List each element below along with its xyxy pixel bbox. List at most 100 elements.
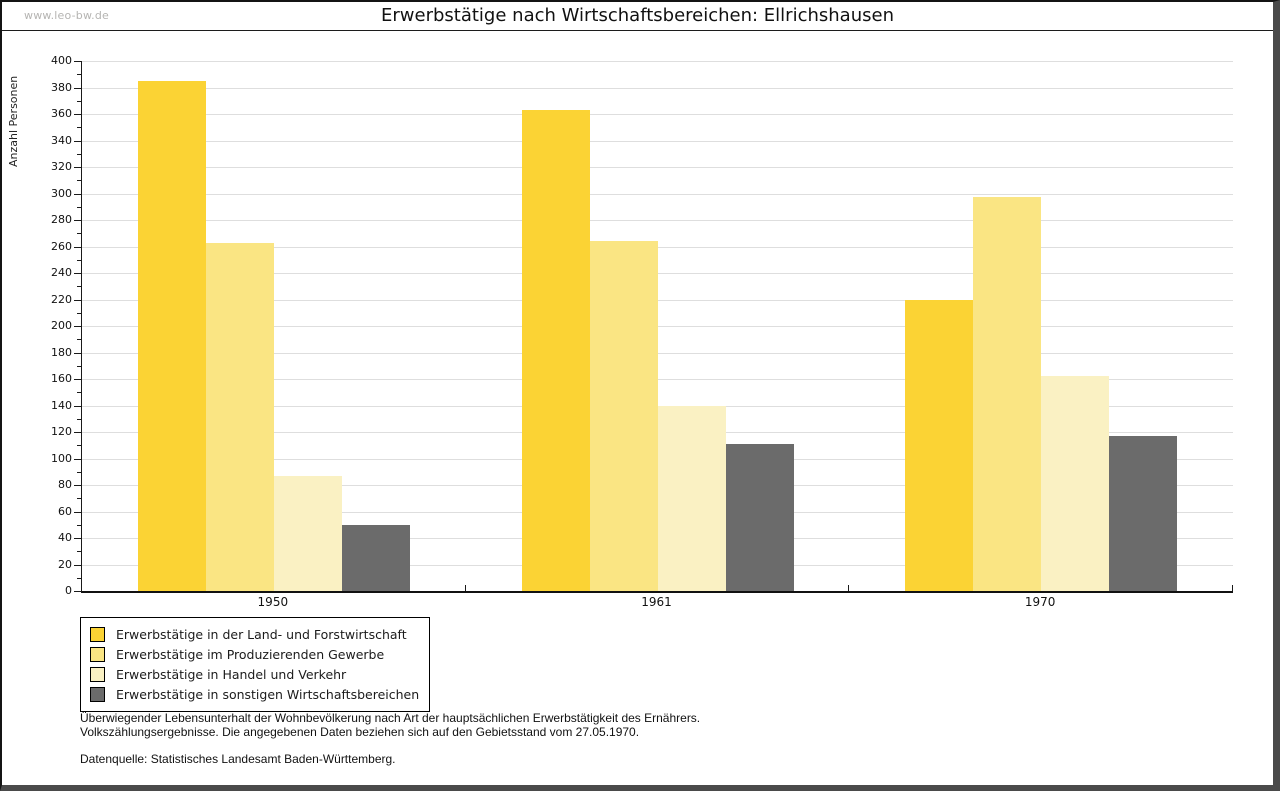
y-minor-tick bbox=[77, 498, 82, 500]
bar bbox=[973, 197, 1042, 591]
y-minor-tick bbox=[77, 259, 82, 261]
y-tick-label: 160 bbox=[51, 372, 72, 385]
y-minor-tick bbox=[77, 127, 82, 129]
y-tick bbox=[74, 538, 82, 539]
legend-swatch bbox=[90, 666, 105, 682]
gridline bbox=[82, 299, 1233, 301]
y-tick bbox=[74, 511, 82, 513]
y-minor-tick bbox=[77, 577, 82, 579]
bar bbox=[905, 299, 974, 591]
y-minor-tick bbox=[77, 312, 82, 314]
y-tick bbox=[74, 114, 82, 115]
y-tick-label: 220 bbox=[51, 292, 72, 306]
y-tick-label: 80 bbox=[58, 478, 72, 491]
y-minor-tick bbox=[77, 100, 82, 102]
y-tick-label: 260 bbox=[51, 239, 72, 253]
y-minor-tick bbox=[77, 551, 82, 553]
y-minor-tick bbox=[77, 286, 82, 288]
bar bbox=[589, 241, 658, 591]
y-tick-label: 140 bbox=[51, 398, 72, 412]
bar bbox=[725, 443, 794, 591]
gridline bbox=[82, 114, 1233, 115]
footer: Überwiegender Lebensunterhalt der Wohnbe… bbox=[80, 711, 700, 766]
legend-label: Erwerbstätige in Handel und Verkehr bbox=[116, 666, 347, 682]
y-tick bbox=[74, 299, 82, 301]
x-tick-label: 1970 bbox=[1024, 595, 1056, 609]
bar bbox=[205, 242, 274, 591]
y-tick-label: 380 bbox=[51, 80, 72, 94]
y-tick-label: 120 bbox=[51, 425, 72, 438]
bar bbox=[1041, 376, 1110, 591]
gridline bbox=[82, 246, 1233, 248]
legend-label: Erwerbstätige in sonstigen Wirtschaftsbe… bbox=[116, 686, 420, 702]
gridline bbox=[82, 193, 1233, 195]
y-tick-label: 200 bbox=[51, 319, 72, 332]
gridline bbox=[82, 326, 1233, 327]
y-tick bbox=[74, 405, 82, 407]
y-tick-label: 280 bbox=[51, 213, 72, 226]
x-tick-label: 1961 bbox=[641, 595, 672, 609]
y-tick bbox=[74, 591, 82, 592]
x-axis-tick-labels: 1950 1961 1970 bbox=[81, 595, 1232, 611]
gridline bbox=[82, 61, 1233, 62]
data-source: Datenquelle: Statistisches Landesamt Bad… bbox=[80, 752, 396, 766]
legend-row: Erwerbstätige in der Land- und Forstwirt… bbox=[90, 624, 419, 644]
gridline bbox=[82, 379, 1233, 380]
y-tick-label: 180 bbox=[51, 345, 72, 359]
y-tick bbox=[74, 326, 82, 327]
legend-swatch bbox=[90, 686, 105, 702]
legend-row: Erwerbstätige in Handel und Verkehr bbox=[90, 664, 419, 684]
y-tick-label: 320 bbox=[51, 160, 72, 173]
y-tick bbox=[74, 167, 82, 168]
y-tick bbox=[74, 193, 82, 195]
y-tick-label: 100 bbox=[51, 451, 72, 465]
chart-title: Erwerbstätige nach Wirtschaftsbereichen:… bbox=[381, 5, 894, 26]
plot-area bbox=[74, 61, 1233, 593]
bar bbox=[657, 405, 726, 591]
legend-label: Erwerbstätige in der Land- und Forstwirt… bbox=[116, 626, 407, 642]
bar bbox=[341, 524, 410, 591]
y-minor-tick bbox=[77, 206, 82, 208]
footer-note-line2: Volkszählungsergebnisse. Die angegebenen… bbox=[80, 725, 640, 739]
y-minor-tick bbox=[77, 471, 82, 473]
y-minor-tick bbox=[77, 445, 82, 447]
gridline bbox=[82, 167, 1233, 168]
bar bbox=[521, 110, 590, 591]
bar bbox=[137, 80, 206, 591]
y-tick-label: 60 bbox=[58, 504, 72, 518]
y-tick-label: 40 bbox=[58, 531, 72, 544]
y-minor-tick bbox=[77, 74, 82, 76]
y-tick bbox=[74, 246, 82, 248]
y-tick bbox=[74, 379, 82, 380]
watermark: www.leo-bw.de bbox=[24, 9, 110, 22]
y-tick-label: 340 bbox=[51, 133, 72, 147]
legend-label: Erwerbstätige im Produzierenden Gewerbe bbox=[116, 646, 385, 662]
legend-swatch bbox=[90, 646, 105, 662]
y-tick bbox=[74, 485, 82, 486]
gridline bbox=[82, 352, 1233, 354]
y-tick bbox=[74, 220, 82, 221]
y-minor-tick bbox=[77, 233, 82, 235]
y-tick bbox=[74, 564, 82, 566]
y-tick-label: 240 bbox=[51, 266, 72, 279]
header: www.leo-bw.de Erwerbstätige nach Wirtsch… bbox=[2, 2, 1273, 31]
gridline bbox=[82, 220, 1233, 221]
y-tick-label: 20 bbox=[58, 557, 72, 571]
y-minor-tick bbox=[77, 153, 82, 155]
y-minor-tick bbox=[77, 392, 82, 394]
x-tick-label: 1950 bbox=[257, 595, 289, 609]
y-minor-tick bbox=[77, 180, 82, 182]
y-tick bbox=[74, 140, 82, 142]
legend-row: Erwerbstätige im Produzierenden Gewerbe bbox=[90, 644, 419, 664]
x-tick bbox=[464, 585, 466, 591]
y-tick bbox=[74, 273, 82, 274]
x-tick bbox=[848, 585, 850, 591]
footer-note-line1: Überwiegender Lebensunterhalt der Wohnbe… bbox=[80, 711, 701, 725]
y-minor-tick bbox=[77, 339, 82, 341]
y-minor-tick bbox=[77, 524, 82, 526]
gridline bbox=[82, 273, 1233, 274]
bar bbox=[1109, 435, 1178, 591]
gridline bbox=[82, 140, 1233, 142]
y-minor-tick bbox=[77, 365, 82, 367]
